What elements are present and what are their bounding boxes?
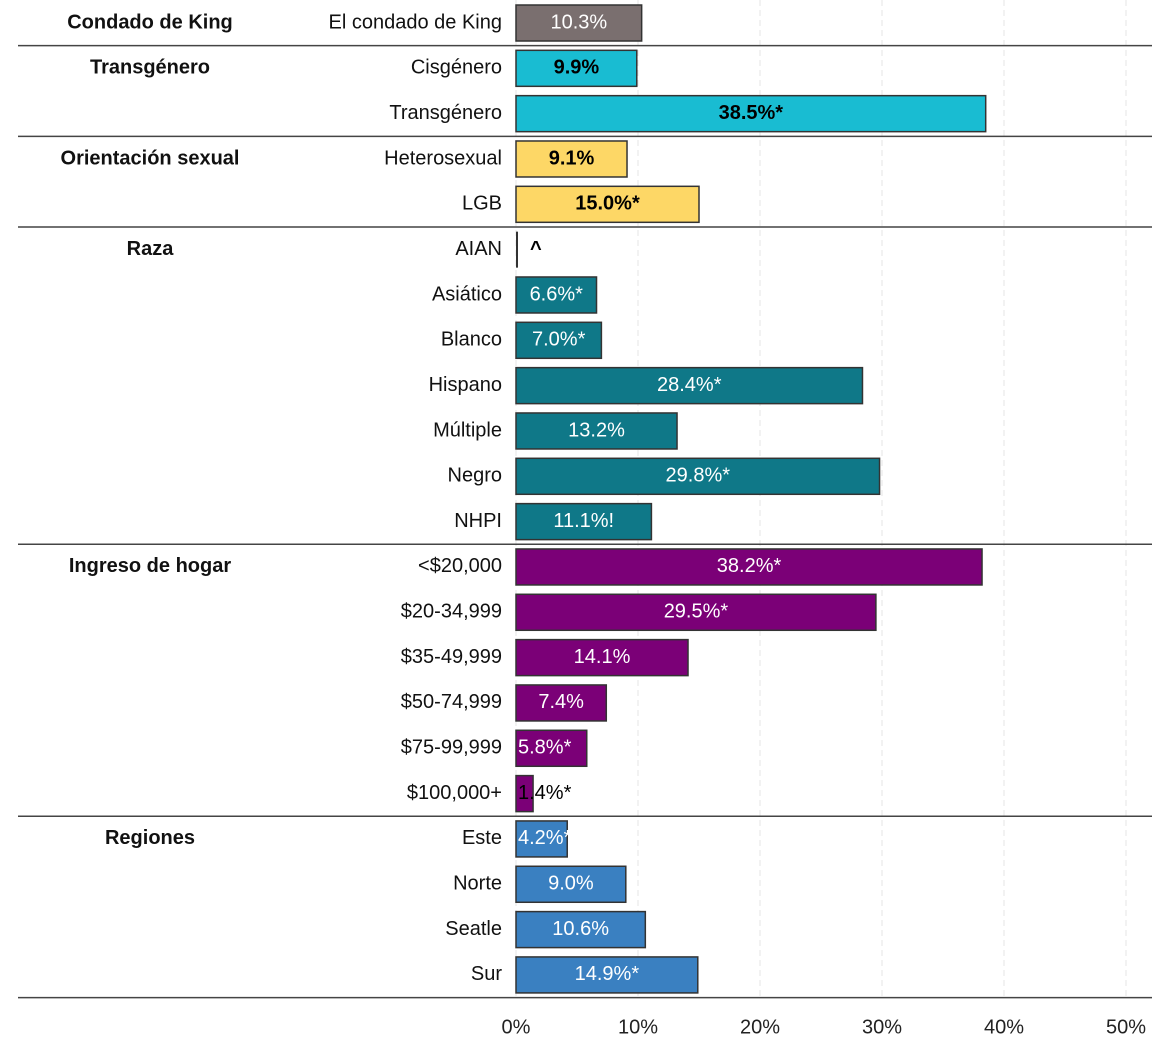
bar (515, 548, 983, 586)
x-tick-label: 10% (618, 1016, 658, 1038)
bar (515, 684, 608, 722)
category-label: <$20,000 (418, 555, 502, 577)
bar (515, 321, 603, 360)
bar (515, 638, 689, 677)
category-label: $35-49,999 (401, 646, 502, 668)
bar (515, 502, 653, 541)
value-label: 13.2% (568, 419, 625, 441)
category-label: $75-99,999 (401, 737, 502, 759)
value-label: 29.8%* (666, 465, 731, 487)
bar (515, 865, 627, 904)
x-tick-label: 50% (1106, 1016, 1146, 1038)
bar (515, 820, 568, 858)
bar (515, 4, 643, 42)
value-label: 29.5%* (664, 601, 729, 623)
bar (515, 276, 598, 314)
bar (515, 366, 864, 405)
category-label: NHPI (454, 510, 502, 532)
bar (515, 593, 877, 632)
category-label: Negro (448, 465, 502, 487)
value-label: 14.1% (574, 646, 631, 668)
bar (515, 910, 647, 949)
value-label: 15.0%* (575, 193, 640, 215)
category-label: Norte (453, 873, 502, 895)
category-label: Hispano (429, 374, 502, 396)
group-label: Condado de King (67, 11, 233, 33)
value-label: 10.3% (550, 11, 607, 33)
category-label: Blanco (441, 329, 502, 351)
bar (515, 956, 699, 994)
x-tick-label: 0% (502, 1016, 531, 1038)
bar (515, 412, 678, 450)
bar (515, 49, 638, 88)
bar (515, 729, 588, 768)
value-label: 9.0% (548, 873, 594, 895)
category-label: $50-74,999 (401, 691, 502, 713)
category-label: Este (462, 827, 502, 849)
x-tick-label: 40% (984, 1016, 1024, 1038)
value-label: 7.0%* (532, 329, 586, 351)
value-label: 38.2%* (717, 555, 782, 577)
category-label: Transgénero (389, 102, 502, 124)
value-label: 7.4% (538, 691, 584, 713)
group-label: Transgénero (90, 57, 210, 79)
value-label: 9.1% (549, 147, 595, 169)
value-label: 4.2%* (518, 827, 572, 849)
category-label: Sur (471, 963, 502, 985)
x-tick-label: 20% (740, 1016, 780, 1038)
x-tick-label: 30% (862, 1016, 902, 1038)
bar (515, 774, 534, 813)
value-label: 38.5%* (719, 102, 784, 124)
value-label: ^ (530, 238, 542, 260)
category-label: $20-34,999 (401, 601, 502, 623)
category-label: LGB (462, 193, 502, 215)
category-label: Heterosexual (384, 147, 502, 169)
value-label: 11.1%! (553, 510, 614, 532)
category-label: Asiático (432, 283, 502, 305)
bar (515, 457, 881, 496)
category-label: Cisgénero (411, 57, 502, 79)
bar (515, 140, 628, 178)
value-label: 1.4%* (518, 782, 572, 804)
group-label: Raza (127, 238, 175, 260)
group-label: Orientación sexual (61, 147, 240, 169)
bar (515, 185, 700, 224)
group-label: Regiones (105, 827, 195, 849)
value-label: 10.6% (552, 918, 609, 940)
category-label: $100,000+ (407, 782, 502, 804)
value-label: 6.6%* (530, 283, 584, 305)
bar (515, 94, 987, 133)
category-label: Seatle (445, 918, 502, 940)
category-label: AIAN (455, 238, 502, 260)
category-label: El condado de King (329, 11, 502, 33)
category-label: Múltiple (433, 419, 502, 441)
group-label: Ingreso de hogar (69, 555, 231, 577)
value-label: 9.9% (554, 57, 600, 79)
value-label: 28.4%* (657, 374, 722, 396)
value-label: 14.9%* (575, 963, 640, 985)
value-label: 5.8%* (518, 737, 572, 759)
